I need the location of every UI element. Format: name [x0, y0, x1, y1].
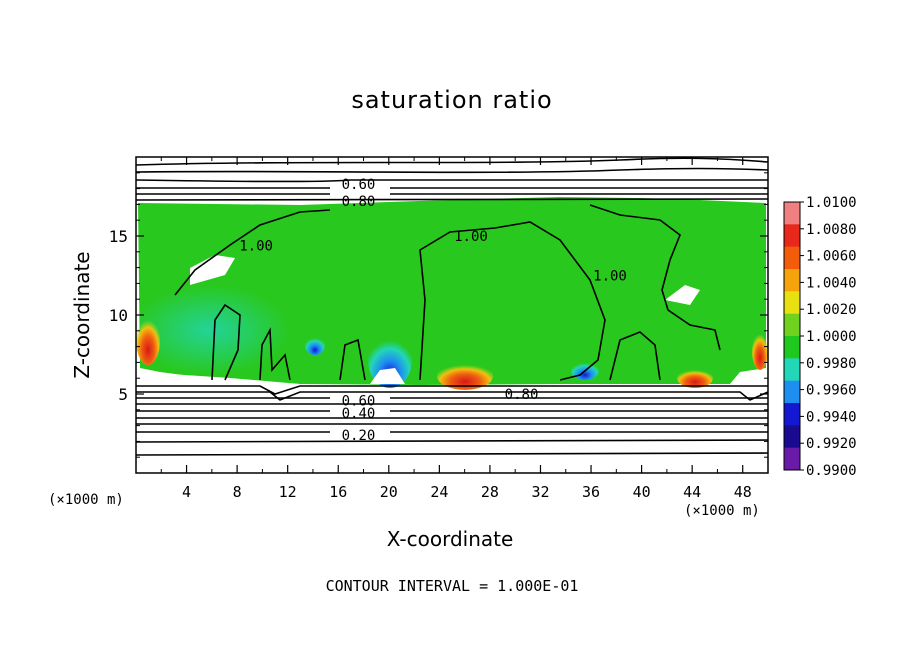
- colorbar-label: 1.0100: [806, 195, 857, 211]
- contour-label: 0.60: [342, 393, 376, 409]
- colorbar-label: 0.9900: [806, 463, 857, 479]
- colorbar-swatch: [784, 336, 800, 359]
- contour-interval-note: CONTOUR INTERVAL = 1.000E-01: [325, 577, 579, 595]
- contour-label: 1.00: [593, 269, 627, 285]
- colorbar-label: 1.0040: [806, 275, 857, 291]
- contour-line: [211, 303, 241, 381]
- colorbar-swatch: [784, 425, 800, 449]
- colorbar-swatch: [784, 291, 800, 315]
- y-tick-label: 15: [109, 227, 128, 246]
- contour-label: 0.40: [342, 406, 376, 422]
- x-tick-label: 44: [683, 483, 701, 501]
- x-unit-right: (×1000 m): [684, 503, 760, 519]
- x-unit-left: (×1000 m): [48, 492, 124, 508]
- x-tick-label: 16: [329, 483, 347, 501]
- colorbar-swatch: [784, 380, 800, 404]
- contour-label: 1.00: [454, 229, 488, 245]
- colorbar-swatch: [784, 246, 800, 270]
- x-tick-label: 36: [582, 483, 600, 501]
- contour-label: 0.60: [342, 177, 376, 193]
- colorbar-swatch: [784, 447, 800, 471]
- colorbar-label: 1.0000: [806, 329, 857, 345]
- colorbar-swatch: [784, 269, 800, 292]
- y-axis-title: Z-coordinate: [70, 251, 94, 379]
- colorbar-label: 0.9920: [806, 436, 857, 452]
- contour-line: [136, 385, 768, 395]
- contour-label: 1.00: [239, 238, 273, 254]
- contour-line: [174, 209, 331, 296]
- colorbar: 1.0100 1.0080 1.0060 1.0040 1.0020 1.0000 0.99…: [783, 195, 857, 479]
- colorbar-swatch: [784, 202, 800, 225]
- contour-line: [419, 221, 606, 381]
- colorbar-label: 1.0020: [806, 302, 857, 318]
- contour-line: [259, 327, 291, 381]
- x-tick-label: 32: [531, 483, 549, 501]
- colorbar-label: 1.0060: [806, 249, 857, 265]
- contour-line: [136, 167, 768, 174]
- contour-line: [136, 179, 768, 183]
- x-tick-label: 48: [734, 483, 752, 501]
- contour-label: 0.80: [342, 194, 376, 210]
- contour-label: 0.20: [342, 428, 376, 444]
- colorbar-swatch: [784, 403, 800, 426]
- x-tick-label: 8: [233, 483, 242, 501]
- x-tick-label: 24: [430, 483, 448, 501]
- contour-line: [589, 204, 721, 351]
- contour-label: 0.80: [505, 387, 539, 403]
- contour-lines: [136, 157, 768, 456]
- saturation-field: [136, 197, 768, 390]
- y-tick-label: 5: [118, 385, 128, 404]
- x-tick-label: 12: [279, 483, 297, 501]
- contour-labels: 0.600.801.001.001.000.800.600.400.20: [239, 177, 627, 444]
- y-axis-ticks: 5 10 15: [109, 172, 768, 458]
- x-tick-label: 20: [380, 483, 398, 501]
- contour-line: [339, 338, 366, 381]
- colorbar-swatch: [784, 224, 800, 248]
- x-axis-title: X-coordinate: [386, 527, 514, 551]
- x-tick-label: 4: [182, 483, 191, 501]
- contour-line: [136, 157, 768, 166]
- colorbar-label: 1.0080: [806, 222, 857, 238]
- contour-line: [609, 331, 661, 381]
- x-tick-label: 40: [633, 483, 651, 501]
- contour-line: [136, 198, 768, 201]
- colorbar-label: 0.9940: [806, 409, 857, 425]
- colorbar-label: 0.9960: [806, 383, 857, 399]
- contour-line: [136, 439, 768, 443]
- colorbar-label: 0.9980: [806, 356, 857, 372]
- contour-line: [136, 452, 768, 456]
- chart-title: saturation ratio: [351, 86, 553, 114]
- colorbar-swatch: [784, 313, 800, 337]
- y-tick-label: 10: [109, 306, 128, 325]
- x-axis-ticks: 4 8 12 16 20 24 28 32 36 40 44 48: [160, 157, 752, 501]
- supersaturation-region: [138, 197, 766, 385]
- contour-line: [136, 391, 768, 401]
- x-tick-label: 28: [481, 483, 499, 501]
- colorbar-swatch: [784, 358, 800, 382]
